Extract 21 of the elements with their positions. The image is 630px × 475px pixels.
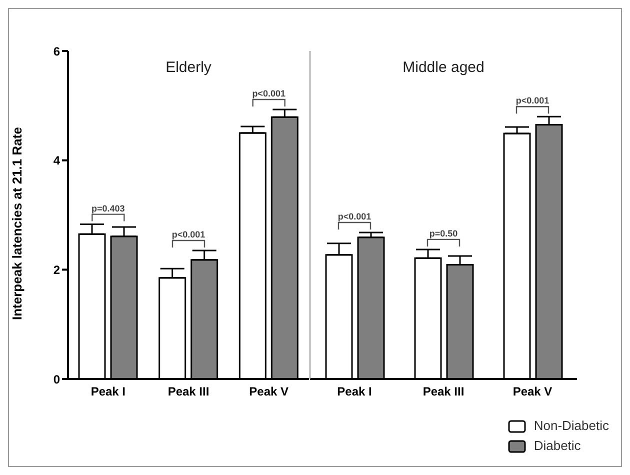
x-tick-label: Peak I [337, 384, 372, 399]
annotation: p=0.403 [92, 203, 125, 214]
x-tick-label: Peak I [90, 384, 126, 399]
x-tick-label: Peak III [422, 384, 464, 399]
y-tick-label: 4 [53, 154, 60, 168]
legend-label: Diabetic [534, 438, 581, 453]
y-tick-label: 0 [53, 372, 60, 386]
x-tick-label: Peak V [512, 384, 552, 399]
annotation: p<0.001 [338, 211, 372, 222]
y-tick-label: 6 [53, 44, 60, 58]
y-axis-title: Interpeak latencies at 21.1 Rate [10, 127, 25, 320]
x-tick-label: Peak V [249, 384, 289, 399]
annotation: p<0.001 [172, 230, 206, 240]
annotation: p<0.001 [252, 88, 286, 98]
annotation: p=0.50 [429, 228, 458, 238]
annotation: p<0.001 [516, 96, 550, 106]
legend-label: Non-Diabetic [534, 418, 609, 433]
text: Middle aged [402, 59, 486, 76]
x-tick-label: Peak III [168, 384, 210, 399]
y-tick-label: 2 [53, 262, 60, 277]
text: Elderly [164, 59, 212, 76]
